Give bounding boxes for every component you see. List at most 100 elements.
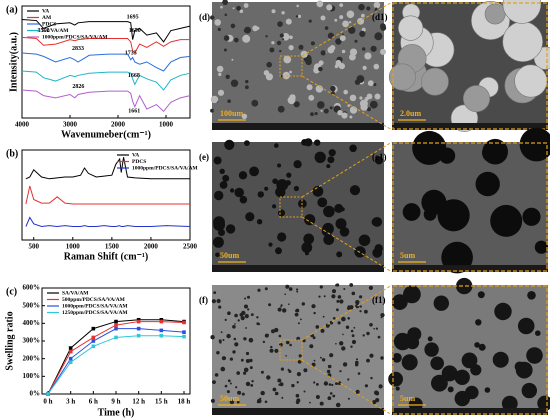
sem-texture [364, 97, 369, 101]
x-axis-label: Wavenumeber(cm⁻¹) [61, 129, 151, 140]
sem-texture [256, 401, 259, 404]
connector [301, 1, 393, 57]
sem-texture [248, 337, 254, 343]
sem-texture [359, 99, 368, 108]
sem-texture [393, 332, 412, 351]
sem-texture [354, 246, 366, 258]
sem-texture [349, 185, 361, 196]
sem-texture [266, 375, 271, 380]
sem-texture [245, 85, 249, 90]
sem-texture [233, 337, 237, 341]
sem-texture [236, 371, 240, 375]
annotation: 3552 [38, 28, 50, 34]
sem-texture [245, 212, 255, 222]
sem-texture [277, 105, 285, 113]
sem-texture [272, 178, 278, 184]
sem-texture [229, 188, 235, 193]
series-line [21, 36, 190, 54]
sem-texture [359, 295, 363, 299]
sem-texture [274, 327, 279, 333]
sem-texture [310, 112, 314, 117]
panel-label: (e1) [372, 152, 387, 162]
sem-texture [348, 21, 352, 24]
scale-bar-label: 5um [400, 394, 415, 403]
sem-texture [289, 70, 292, 74]
sem-texture [341, 33, 344, 36]
sem-texture [274, 391, 279, 396]
sem-texture [494, 302, 512, 321]
sem-footer [212, 265, 384, 272]
sem-texture [380, 313, 385, 318]
zoom-box [279, 55, 303, 77]
plot-frame [21, 5, 191, 119]
sem-texture [343, 288, 346, 290]
sem-texture [362, 334, 365, 337]
sem-texture [272, 204, 277, 209]
sem-texture [217, 27, 221, 31]
sem-texture [296, 381, 299, 384]
sem-texture [232, 325, 236, 329]
sem-texture [280, 367, 284, 371]
sem-texture [312, 185, 324, 197]
sem-texture [232, 7, 235, 10]
annotation: 2833 [72, 46, 84, 52]
sem-texture [301, 242, 313, 253]
sem-texture [346, 10, 355, 19]
sem-texture [214, 373, 219, 377]
sem-texture [229, 382, 232, 385]
scale-bar-label: 50um [220, 251, 239, 260]
sem-texture [300, 318, 302, 321]
sem-texture [401, 354, 418, 371]
sem-texture [456, 277, 473, 295]
sem-texture [319, 285, 323, 289]
sem-texture [270, 345, 273, 349]
sem-image [212, 138, 384, 272]
y-axis-label: Swelling ratio [4, 311, 15, 370]
sem-texture [245, 327, 248, 329]
sem-texture [303, 368, 308, 373]
sem-texture [368, 285, 373, 290]
point [46, 392, 50, 396]
sem-texture [311, 362, 316, 367]
sem-texture [210, 398, 215, 403]
sem-texture [358, 3, 365, 11]
sem-texture [355, 300, 360, 305]
sem-texture [374, 93, 381, 100]
sem-texture [351, 334, 355, 338]
sem-texture [227, 379, 231, 383]
sem-texture [319, 401, 324, 406]
sem-texture [311, 304, 316, 309]
sem-texture [317, 101, 325, 109]
sem-texture [359, 310, 362, 313]
sem-texture [251, 380, 254, 383]
sem-texture [245, 351, 250, 356]
legend-label: 1000ppm/PDCS/SA/VA/AM [42, 34, 108, 40]
sem-texture [237, 319, 240, 322]
sem-texture [461, 352, 478, 369]
x-tick-label: 12 h [132, 398, 145, 406]
point [91, 344, 96, 349]
sem-texture [295, 393, 300, 398]
sem-texture [296, 372, 301, 377]
annotation: 1668 [128, 73, 140, 79]
sem-texture [229, 399, 235, 405]
sem-texture [474, 342, 480, 348]
sem-texture [282, 38, 285, 41]
sem-texture [329, 106, 333, 110]
y-tick-label: 600% [23, 284, 41, 292]
sem-texture [240, 316, 245, 321]
sem-texture [222, 339, 225, 341]
sem-texture [220, 366, 226, 372]
sem-texture [372, 217, 382, 227]
sem-texture [210, 15, 215, 20]
sem-texture [334, 18, 338, 22]
sem-texture [277, 209, 286, 217]
sem-texture [477, 291, 485, 299]
sem-texture [357, 17, 365, 25]
x-tick-label: 2500 [183, 243, 198, 251]
sem-texture [269, 47, 275, 53]
sem-texture [236, 5, 242, 11]
sem-texture [359, 305, 362, 308]
sem-texture [373, 1, 381, 9]
zoom-border [392, 2, 548, 130]
